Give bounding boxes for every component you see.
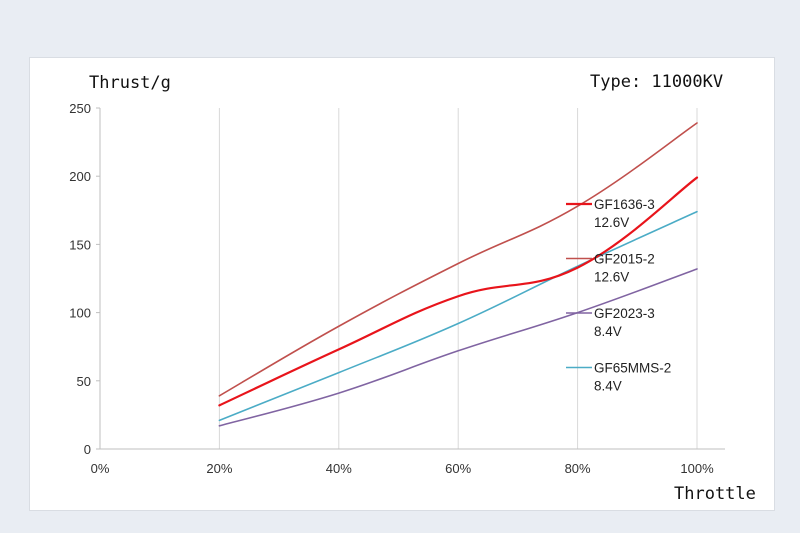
y-tick-label: 0: [84, 442, 91, 457]
legend-label: GF1636-3: [594, 197, 655, 212]
series-line-gf65mms-2: [218, 210, 698, 422]
x-tick-label: 100%: [680, 461, 714, 476]
y-tick-label: 250: [69, 101, 91, 116]
x-axis-title: Throttle: [674, 484, 756, 504]
y-tick-label: 150: [69, 237, 91, 252]
legend-sublabel: 12.6V: [594, 215, 629, 230]
y-tick-labels: 0 50 100 150 200 250: [69, 101, 91, 457]
chart-subtitle: Type: 11000KV: [590, 72, 724, 92]
legend-label: GF65MMS-2: [594, 361, 671, 376]
legend-sublabel: 12.6V: [594, 270, 629, 285]
x-tick-label: 0%: [91, 461, 110, 476]
x-tick-label: 20%: [206, 461, 232, 476]
legend-label: GF2023-3: [594, 306, 655, 321]
series-line-gf2023-3: [218, 268, 698, 427]
legend: GF1636-3 12.6V GF2015-2 12.6V GF2023-3 8.4V GF…: [566, 197, 671, 394]
x-tick-labels: 0% 20% 40% 60% 80% 100%: [91, 461, 714, 476]
series-lines: [218, 122, 699, 427]
x-tick-label: 60%: [445, 461, 471, 476]
chart-frame: [29, 57, 775, 511]
series-line-gf1636-3: [218, 176, 699, 407]
grid-lines: [218, 108, 698, 449]
y-tick-label: 50: [77, 374, 91, 389]
y-tick-label: 200: [69, 169, 91, 184]
legend-label: GF2015-2: [594, 252, 655, 267]
series-line-gf2015-2: [218, 122, 698, 397]
y-axis-title: Thrust/g: [89, 73, 171, 93]
legend-sublabel: 8.4V: [594, 324, 622, 339]
y-tick-label: 100: [69, 306, 91, 321]
legend-sublabel: 8.4V: [594, 379, 622, 394]
axes: [96, 107, 725, 450]
x-tick-label: 40%: [326, 461, 352, 476]
x-tick-label: 80%: [565, 461, 591, 476]
